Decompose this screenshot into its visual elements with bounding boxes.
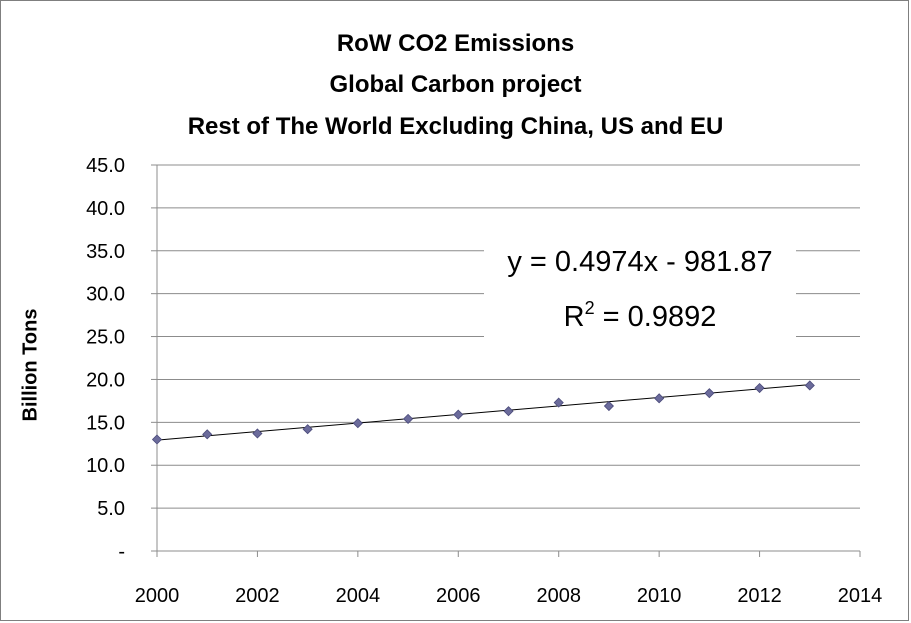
x-tick-label: 2010 (637, 585, 682, 607)
r-squared-r: R (563, 301, 585, 333)
y-tick-label: 5.0 (97, 498, 125, 520)
trendline-equation: y = 0.4974x - 981.87 (507, 246, 773, 278)
chart-title-line-3: Rest of The World Excluding China, US an… (187, 113, 724, 140)
y-tick-labels: - 5.0 10.0 15.0 20.0 25.0 30.0 35.0 40.0 45.0 (86, 155, 125, 563)
chart-title-line-1: RoW CO2 Emissions (336, 30, 575, 57)
data-point (754, 382, 765, 394)
x-tick-labels: 2000 2002 2004 2006 2008 2010 2012 2014 (135, 585, 883, 607)
y-tick-label: 10.0 (86, 455, 125, 477)
y-tick-label: - (118, 541, 125, 563)
data-point (151, 434, 163, 445)
data-point (503, 406, 514, 417)
x-tick-label: 2000 (135, 585, 180, 607)
r-squared-value: = 0.9892 (594, 301, 717, 333)
y-tick-label: 40.0 (86, 198, 125, 220)
y-tick-label: 35.0 (86, 241, 125, 263)
y-tick-label: 25.0 (86, 327, 125, 349)
x-tick-label: 2008 (536, 585, 581, 607)
trendline (156, 384, 810, 441)
data-point (453, 409, 464, 420)
data-point (654, 393, 665, 404)
y-tick-label: 15.0 (86, 412, 125, 434)
x-tick-label: 2002 (235, 585, 280, 607)
x-tick-label: 2012 (737, 585, 782, 607)
data-point (704, 388, 715, 399)
data-point (553, 397, 564, 408)
data-point (302, 424, 313, 435)
y-tick-label: 30.0 (86, 284, 125, 306)
y-tick-label: 45.0 (86, 155, 125, 177)
trendline-equation-box: y = 0.4974x - 981.87 R2 = 0.9892 (484, 240, 796, 345)
trendline-layer (156, 384, 810, 441)
data-point (403, 413, 414, 424)
data-points (151, 380, 815, 445)
data-point (202, 429, 213, 440)
r-squared-label: R2 = 0.9892 (484, 298, 796, 334)
data-point (804, 380, 815, 391)
r-squared-exponent: 2 (584, 298, 595, 318)
chart-title-line-2: Global Carbon project (329, 71, 582, 98)
x-tick-label: 2014 (838, 585, 883, 607)
axis-layer (151, 164, 861, 557)
data-point (603, 400, 614, 412)
y-tick-label: 20.0 (86, 369, 125, 391)
x-tick-label: 2004 (336, 585, 381, 607)
data-point (352, 418, 363, 429)
data-point (252, 428, 263, 439)
x-tick-label: 2006 (436, 585, 481, 607)
